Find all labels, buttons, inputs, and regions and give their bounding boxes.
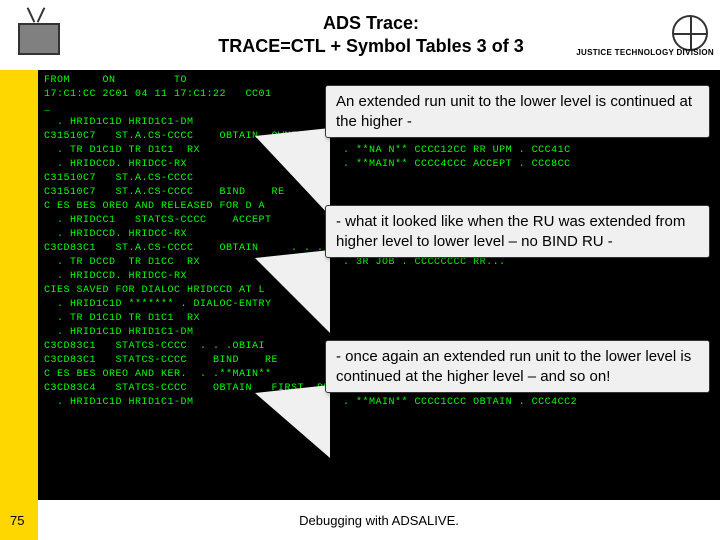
slide-header: ADS Trace: TRACE=CTL + Symbol Tables 3 o… — [0, 0, 720, 70]
callout-tail-3 — [255, 385, 330, 458]
callout-2: - what it looked like when the RU was ex… — [325, 205, 710, 258]
yellow-side-strip — [0, 70, 38, 540]
footer-caption: Debugging with ADSALIVE. — [38, 513, 720, 528]
tv-logo-icon — [10, 5, 70, 65]
slide-footer: 75 Debugging with ADSALIVE. — [0, 500, 720, 540]
callout-tail-1 — [255, 128, 330, 216]
page-number: 75 — [10, 513, 24, 528]
callout-1: An extended run unit to the lower level … — [325, 85, 710, 138]
title-line-1: ADS Trace: — [323, 13, 419, 33]
title-line-2: TRACE=CTL + Symbol Tables 3 of 3 — [218, 36, 523, 56]
justice-label: JUSTICE TECHNOLOGY DIVISION — [576, 48, 714, 57]
callout-tail-2 — [255, 250, 330, 333]
callout-3: - once again an extended run unit to the… — [325, 340, 710, 393]
